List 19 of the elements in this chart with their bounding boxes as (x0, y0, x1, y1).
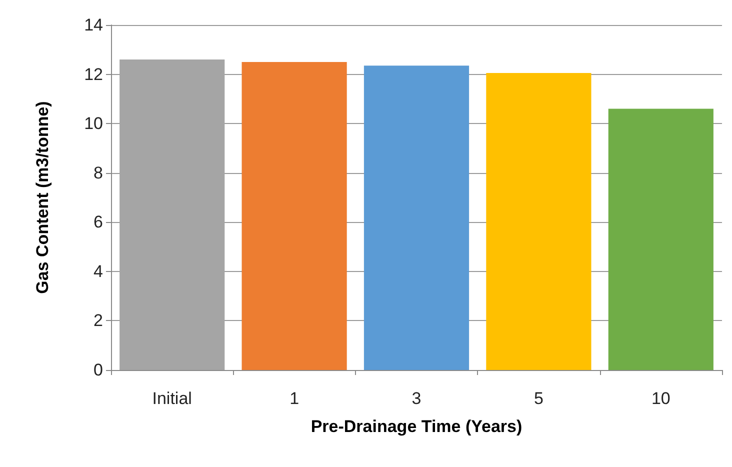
x-tick-label: 10 (651, 389, 670, 408)
x-axis-title: Pre-Drainage Time (Years) (310, 417, 522, 436)
bar (486, 73, 592, 370)
y-tick-label: 2 (94, 311, 103, 330)
y-tick-label: 8 (94, 163, 103, 182)
x-tick-label: 3 (412, 389, 422, 408)
y-tick-label: 14 (84, 16, 103, 34)
x-tick-label: Initial (152, 389, 192, 408)
y-tick-label: 4 (94, 262, 103, 281)
bar (364, 66, 470, 370)
y-tick-label: 12 (84, 64, 103, 84)
bar (608, 108, 714, 370)
y-tick-label: 6 (94, 212, 103, 232)
y-axis-title: Gas Content (m3/tonne) (33, 101, 52, 294)
x-tick-label: 5 (534, 389, 544, 408)
y-tick-label: 10 (84, 114, 103, 134)
y-tick-label: 0 (94, 360, 103, 380)
x-tick-label: 1 (290, 389, 300, 408)
bar (242, 62, 347, 370)
